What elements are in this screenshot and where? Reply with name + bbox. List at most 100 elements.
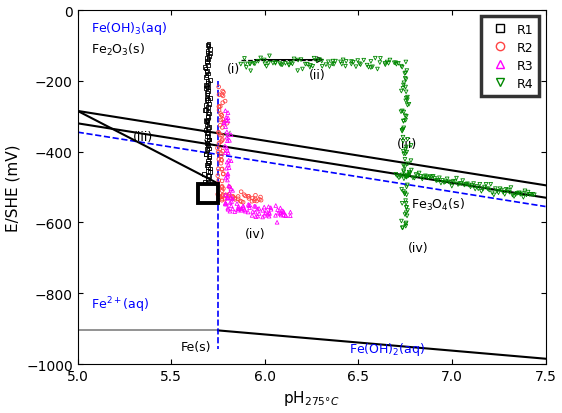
R1 xyxy=(203,80,212,87)
R4 xyxy=(480,184,489,191)
R4 xyxy=(399,169,408,176)
R4 xyxy=(249,61,258,67)
R4 xyxy=(427,174,436,180)
R3 xyxy=(223,195,232,202)
R2 xyxy=(214,150,223,156)
R1 xyxy=(203,49,212,55)
R4 xyxy=(421,173,430,180)
R4 xyxy=(418,176,427,183)
R4 xyxy=(500,192,509,198)
R1 xyxy=(203,147,212,154)
R1 xyxy=(203,109,212,116)
R4 xyxy=(265,53,274,60)
R1 xyxy=(203,97,212,104)
Text: (ii): (ii) xyxy=(309,69,325,82)
R2 xyxy=(234,194,243,200)
R4 xyxy=(288,62,297,68)
R3 xyxy=(279,209,288,216)
R4 xyxy=(398,139,407,145)
R4 xyxy=(336,59,345,66)
R4 xyxy=(430,176,439,182)
Y-axis label: E/SHE (mV): E/SHE (mV) xyxy=(6,144,21,231)
R4 xyxy=(419,174,428,181)
R4 xyxy=(401,200,410,207)
R3 xyxy=(219,121,228,127)
R4 xyxy=(452,176,461,182)
R4 xyxy=(504,188,513,194)
R4 xyxy=(527,192,536,198)
R4 xyxy=(398,128,407,135)
R2 xyxy=(218,88,227,95)
R1 xyxy=(204,41,213,48)
R3 xyxy=(228,206,237,213)
R2 xyxy=(216,194,225,201)
R1 xyxy=(202,140,211,147)
R4 xyxy=(409,175,418,182)
R3 xyxy=(237,206,246,213)
R1 xyxy=(203,131,212,138)
R4 xyxy=(514,190,523,197)
R3 xyxy=(223,172,232,178)
R3 xyxy=(258,207,267,214)
R1 xyxy=(204,88,213,95)
R2 xyxy=(217,188,226,195)
R3 xyxy=(223,148,232,154)
R1 xyxy=(205,173,214,180)
R1 xyxy=(204,160,213,167)
R4 xyxy=(318,64,327,71)
R3 xyxy=(221,192,230,199)
R4 xyxy=(520,188,529,195)
R3 xyxy=(286,213,295,220)
R1 xyxy=(203,176,212,183)
R4 xyxy=(401,98,410,105)
R1 xyxy=(204,44,213,50)
R3 xyxy=(222,118,231,124)
R2 xyxy=(244,194,253,200)
R4 xyxy=(460,182,469,189)
R1 xyxy=(203,85,212,92)
R4 xyxy=(373,66,382,73)
R1 xyxy=(202,85,211,92)
R3 xyxy=(221,175,230,182)
R4 xyxy=(424,175,433,182)
R4 xyxy=(528,192,537,198)
R4 xyxy=(271,60,280,67)
R1 xyxy=(202,95,211,102)
R1 xyxy=(205,155,214,161)
R4 xyxy=(402,210,411,216)
R4 xyxy=(301,62,310,68)
R3 xyxy=(244,203,253,209)
R4 xyxy=(383,59,392,66)
R4 xyxy=(287,60,296,67)
R3 xyxy=(234,206,243,213)
R1 xyxy=(205,169,214,176)
R4 xyxy=(425,174,434,180)
R3 xyxy=(274,210,283,217)
R4 xyxy=(449,178,458,185)
R4 xyxy=(310,56,319,62)
R4 xyxy=(498,190,507,196)
R3 xyxy=(233,205,242,212)
R4 xyxy=(513,190,522,197)
R1 xyxy=(203,92,212,99)
R2 xyxy=(219,93,228,100)
R4 xyxy=(401,223,410,230)
R2 xyxy=(251,196,260,203)
R4 xyxy=(331,59,340,65)
R3 xyxy=(260,204,269,211)
R3 xyxy=(239,204,248,211)
R2 xyxy=(217,194,226,200)
R4 xyxy=(328,59,337,65)
R4 xyxy=(260,62,269,68)
R1 xyxy=(203,126,212,132)
R2 xyxy=(226,195,235,202)
R4 xyxy=(402,144,411,151)
R4 xyxy=(399,83,408,89)
R4 xyxy=(416,173,425,180)
R4 xyxy=(510,194,519,200)
R4 xyxy=(397,187,406,193)
R4 xyxy=(386,57,395,64)
R2 xyxy=(241,193,250,199)
R1 xyxy=(200,171,209,178)
R3 xyxy=(225,209,234,215)
